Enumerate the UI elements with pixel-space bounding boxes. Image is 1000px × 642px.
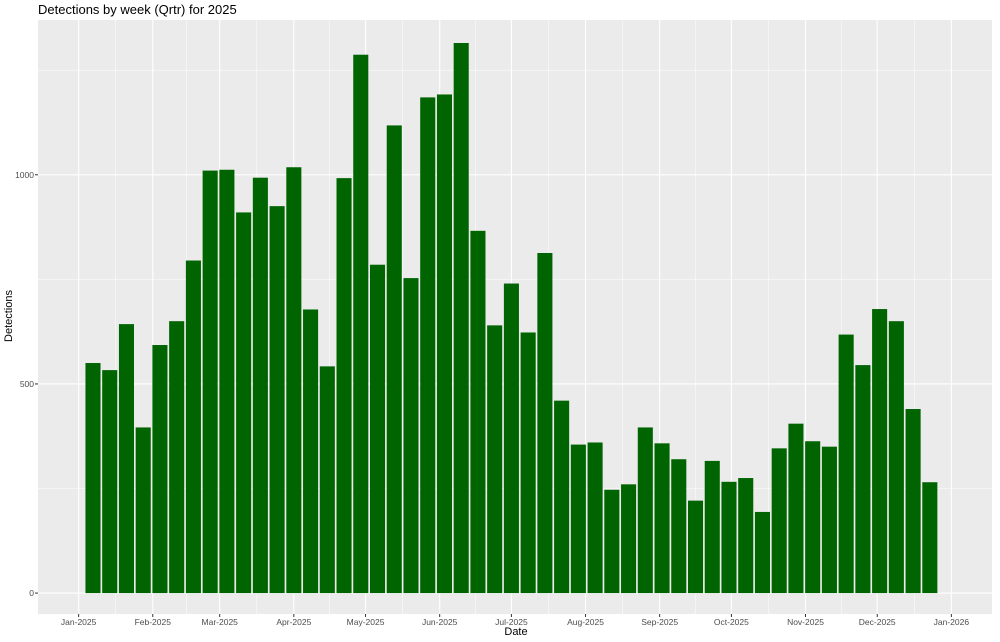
bar: [604, 489, 620, 594]
x-tick-label: Aug-2025: [567, 617, 604, 627]
bar: [85, 363, 101, 594]
x-tick-label: Jan-2025: [61, 617, 97, 627]
chart-title: Detections by week (Qrtr) for 2025: [38, 2, 237, 17]
x-tick-label: Feb-2025: [135, 617, 172, 627]
bar: [788, 423, 804, 594]
bar: [269, 206, 285, 594]
bar: [152, 345, 168, 594]
bar: [687, 500, 704, 594]
bar: [369, 264, 386, 594]
bar: [905, 409, 921, 594]
bar: [537, 252, 553, 594]
x-axis: Jan-2025 Feb-2025 Mar-2025 Apr-2025 May-2025…: [61, 614, 969, 627]
bar: [102, 370, 118, 594]
bar: [118, 324, 134, 594]
bar: [336, 178, 352, 594]
bar: [922, 482, 938, 594]
bar: [621, 484, 637, 594]
x-axis-title: Date: [504, 626, 527, 638]
bar: [671, 459, 687, 594]
x-tick-label: Jul-2025: [495, 617, 528, 627]
bar: [185, 260, 201, 594]
bar: [805, 441, 821, 594]
bar: [252, 177, 268, 594]
bar: [554, 400, 570, 594]
y-axis: 0 500 1000: [15, 170, 38, 598]
bar: [771, 448, 787, 594]
bar: [721, 481, 737, 594]
bar: [570, 444, 586, 594]
bar: [704, 460, 720, 594]
bar: [654, 443, 670, 594]
bar: [353, 54, 369, 594]
x-tick-label: Dec-2025: [859, 617, 896, 627]
bar: [286, 167, 302, 594]
bar: [470, 230, 486, 594]
y-tick-label: 1000: [15, 170, 34, 180]
bar: [436, 94, 452, 594]
x-tick-label: Sep-2025: [641, 617, 678, 627]
bar: [872, 309, 888, 594]
bars: [85, 43, 938, 594]
y-axis-title: Detections: [3, 290, 15, 342]
bar: [520, 332, 536, 594]
bar: [503, 283, 519, 594]
bar: [169, 321, 185, 594]
y-tick-label: 500: [20, 379, 34, 389]
bar: [386, 125, 402, 594]
y-tick-label: 0: [29, 588, 34, 598]
bar: [821, 446, 837, 594]
bar: [487, 325, 503, 594]
bar: [236, 212, 252, 594]
bar: [403, 278, 419, 594]
x-tick-label: Oct-2025: [714, 617, 749, 627]
bar: [453, 43, 469, 594]
x-tick-label: Mar-2025: [202, 617, 239, 627]
bar: [838, 334, 854, 594]
bar: [855, 365, 871, 594]
x-tick-label: Jun-2025: [422, 617, 458, 627]
bar: [135, 427, 151, 594]
x-tick-label: Apr-2025: [276, 617, 311, 627]
bar: [637, 427, 653, 594]
bar: [754, 511, 770, 594]
bar: [219, 169, 235, 594]
x-tick-label: May-2025: [347, 617, 385, 627]
x-tick-label: Jan-2026: [934, 617, 970, 627]
bar: [303, 309, 319, 594]
bar: [888, 321, 904, 594]
bar: [319, 366, 335, 594]
bar: [420, 97, 436, 594]
bar: [587, 442, 603, 594]
bar: [202, 170, 218, 594]
bar: [738, 478, 754, 594]
x-tick-label: Nov-2025: [787, 617, 824, 627]
